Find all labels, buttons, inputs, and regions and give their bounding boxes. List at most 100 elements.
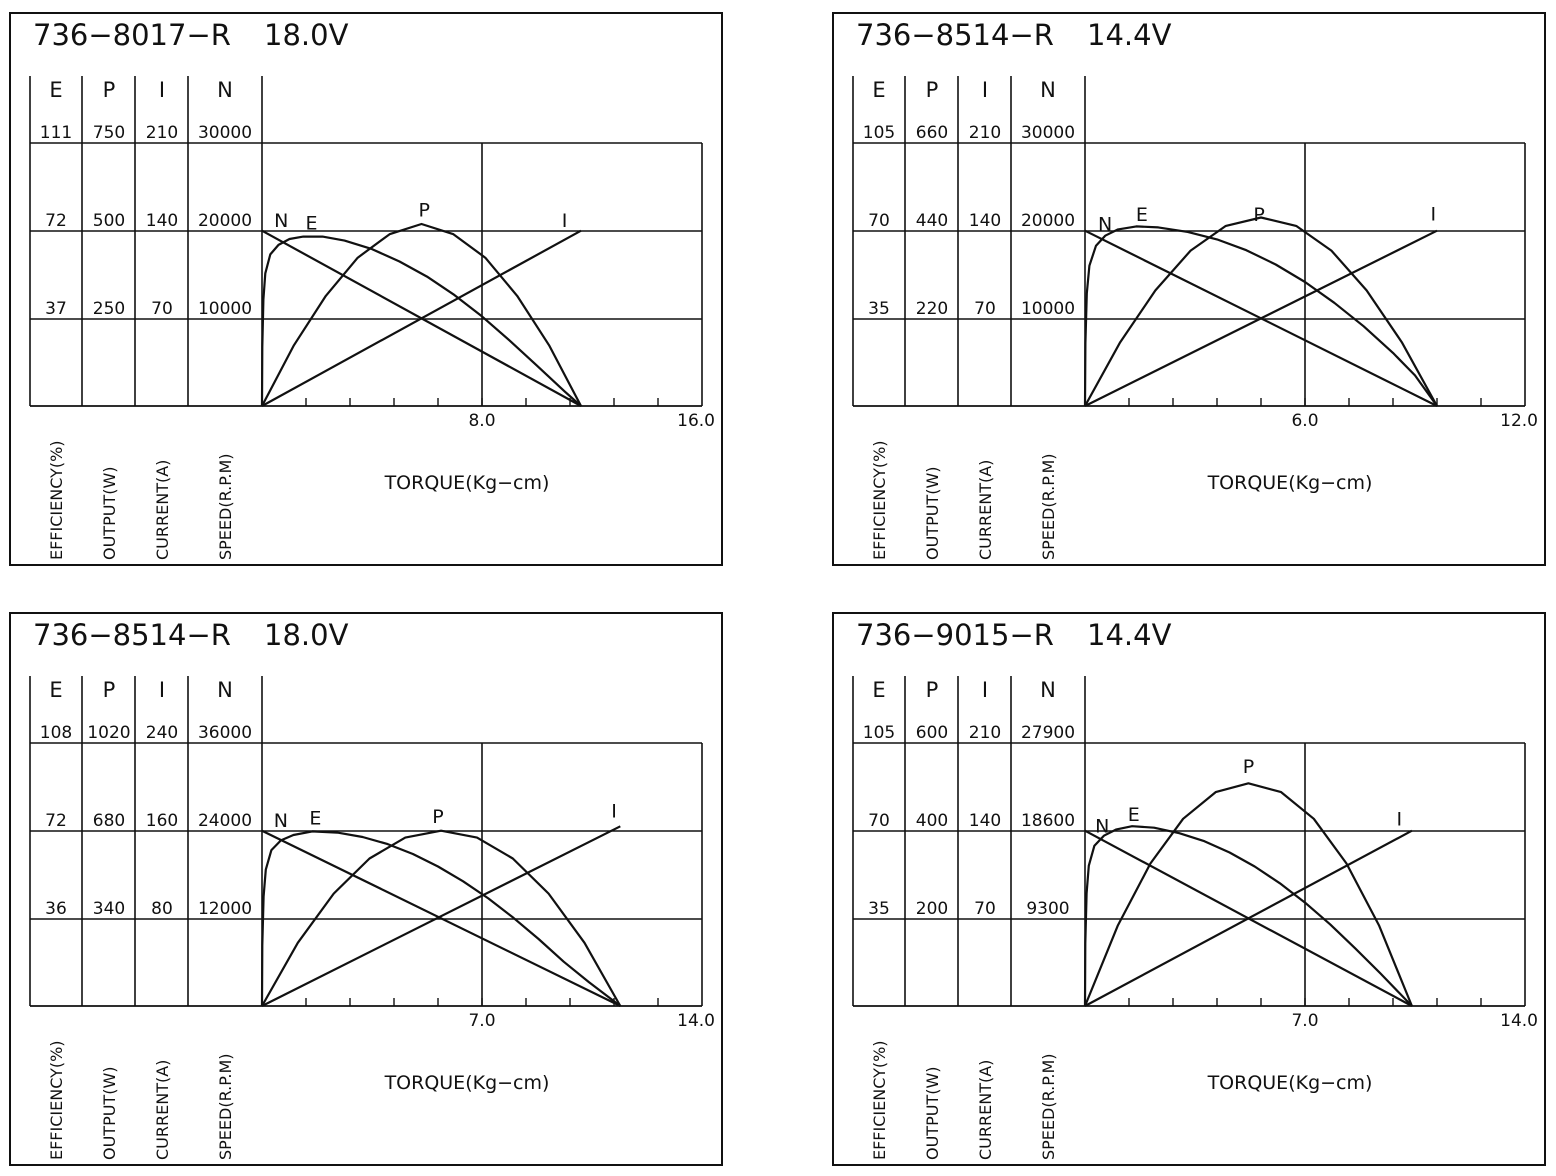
y-scale-label-current: 140 <box>969 211 1001 231</box>
y-axis-title-speed: SPEED(R.P.M) <box>216 1053 235 1160</box>
x-axis-title: TORQUE(Kg−cm) <box>384 472 550 494</box>
axis-header-speed: N <box>1040 678 1056 702</box>
series-label-current: I <box>1431 204 1437 226</box>
y-scale-label-efficiency: 105 <box>863 723 895 743</box>
chart-panel-1: 736−8017−R 18.0V E P I N 111 72 37 750 500 250 210 14… <box>9 12 723 566</box>
y-scale-label-current: 70 <box>974 899 996 919</box>
y-axis-title-output: OUTPUT(W) <box>923 466 942 560</box>
axis-header-speed: N <box>217 678 233 702</box>
chart-panel-2: 736−8514−R 14.4V E P I N 105 70 35 660 440 220 210 14… <box>832 12 1546 566</box>
series-label-current: I <box>611 801 617 823</box>
y-scale-label-current: 80 <box>151 899 173 919</box>
y-scale-label-current: 70 <box>151 299 173 319</box>
axis-header-efficiency: E <box>872 78 885 102</box>
y-axis-title-current: CURRENT(A) <box>976 460 995 560</box>
y-scale-label-speed: 10000 <box>198 299 252 319</box>
x-tick-label: 14.0 <box>1500 1011 1538 1031</box>
y-scale-label-output: 440 <box>916 211 948 231</box>
chart-voltage: 18.0V <box>264 18 349 52</box>
series-curve-output <box>1083 782 1413 1007</box>
y-axis-title-efficiency: EFFICIENCY(%) <box>870 440 889 560</box>
series-label-output: P <box>432 806 443 828</box>
x-axis-title: TORQUE(Kg−cm) <box>384 1072 550 1094</box>
y-scale-label-output: 220 <box>916 299 948 319</box>
series-label-output: P <box>419 200 430 222</box>
y-axis-title-speed: SPEED(R.P.M) <box>216 453 235 560</box>
y-scale-label-efficiency: 36 <box>45 899 67 919</box>
x-axis-title: TORQUE(Kg−cm) <box>1207 472 1373 494</box>
axis-header-speed: N <box>217 78 233 102</box>
chart-title: 736−8514−R <box>856 18 1054 52</box>
axis-header-efficiency: E <box>49 78 62 102</box>
y-scale-label-output: 500 <box>93 211 125 231</box>
y-scale-label-output: 750 <box>93 123 125 143</box>
y-scale-label-output: 680 <box>93 811 125 831</box>
axis-header-efficiency: E <box>49 678 62 702</box>
x-tick-label: 16.0 <box>677 411 715 431</box>
chart-voltage: 14.4V <box>1087 18 1172 52</box>
axis-header-current: I <box>159 78 165 102</box>
y-scale-label-current: 140 <box>969 811 1001 831</box>
y-scale-label-speed: 20000 <box>1021 211 1075 231</box>
series-label-efficiency: E <box>309 808 321 830</box>
axis-header-speed: N <box>1040 78 1056 102</box>
y-scale-label-efficiency: 108 <box>40 723 72 743</box>
series-curve-efficiency <box>260 830 621 1007</box>
y-scale-label-speed: 30000 <box>1021 123 1075 143</box>
x-axis-title: TORQUE(Kg−cm) <box>1207 1072 1373 1094</box>
panel-frame <box>9 612 723 1166</box>
y-scale-label-current: 210 <box>146 123 178 143</box>
y-scale-label-speed: 36000 <box>198 723 252 743</box>
y-scale-label-efficiency: 35 <box>868 899 890 919</box>
series-curve-current <box>1084 229 1438 407</box>
y-scale-label-current: 240 <box>146 723 178 743</box>
y-axis-title-speed: SPEED(R.P.M) <box>1039 1053 1058 1160</box>
chart-title: 736−9015−R <box>856 618 1054 652</box>
y-axis-title-speed: SPEED(R.P.M) <box>1039 453 1058 560</box>
y-scale-label-efficiency: 35 <box>868 299 890 319</box>
y-scale-label-output: 340 <box>93 899 125 919</box>
axis-header-output: P <box>103 78 116 102</box>
x-tick-label: 7.0 <box>1291 1011 1318 1031</box>
y-scale-label-current: 210 <box>969 123 1001 143</box>
y-scale-label-speed: 30000 <box>198 123 252 143</box>
y-axis-title-current: CURRENT(A) <box>976 1060 995 1160</box>
y-axis-title-efficiency: EFFICIENCY(%) <box>870 1040 889 1160</box>
x-tick-label: 7.0 <box>468 1011 495 1031</box>
y-scale-label-efficiency: 72 <box>45 811 67 831</box>
series-label-speed: N <box>1098 214 1112 236</box>
y-scale-label-speed: 20000 <box>198 211 252 231</box>
series-curve-current <box>1084 829 1413 1007</box>
y-axis-title-current: CURRENT(A) <box>153 1060 172 1160</box>
y-axis-title-output: OUTPUT(W) <box>100 1066 119 1160</box>
chart-voltage: 14.4V <box>1087 618 1172 652</box>
y-scale-label-speed: 18600 <box>1021 811 1075 831</box>
series-curve-efficiency <box>1083 825 1413 1007</box>
x-tick-label: 14.0 <box>677 1011 715 1031</box>
x-tick-label: 12.0 <box>1500 411 1538 431</box>
series-label-speed: N <box>274 810 288 832</box>
series-curve-output <box>261 829 622 1007</box>
chart-panel-3: 736−8514−R 18.0V E P I N 108 72 36 1020 680 340 240 1… <box>9 612 723 1166</box>
series-curve-output <box>1084 216 1438 407</box>
y-axis-title-output: OUTPUT(W) <box>100 466 119 560</box>
panel-frame <box>832 612 1546 1166</box>
y-scale-label-current: 160 <box>146 811 178 831</box>
y-axis-title-efficiency: EFFICIENCY(%) <box>47 440 66 560</box>
y-scale-label-output: 600 <box>916 723 948 743</box>
series-label-current: I <box>562 210 568 232</box>
series-label-current: I <box>1396 809 1402 831</box>
axis-header-current: I <box>982 78 988 102</box>
chart-panel-4: 736−9015−R 14.4V E P I N 105 70 35 600 400 200 210 14… <box>832 612 1546 1166</box>
series-label-speed: N <box>274 210 288 232</box>
y-scale-label-speed: 24000 <box>198 811 252 831</box>
y-scale-label-efficiency: 70 <box>868 811 890 831</box>
chart-title: 736−8017−R <box>33 18 231 52</box>
chart-title: 736−8514−R <box>33 618 231 652</box>
series-curve-output <box>261 222 582 407</box>
y-scale-label-speed: 27900 <box>1021 723 1075 743</box>
y-axis-title-efficiency: EFFICIENCY(%) <box>47 1040 66 1160</box>
axis-header-output: P <box>926 678 939 702</box>
series-curve-efficiency <box>260 235 582 407</box>
y-scale-label-efficiency: 72 <box>45 211 67 231</box>
